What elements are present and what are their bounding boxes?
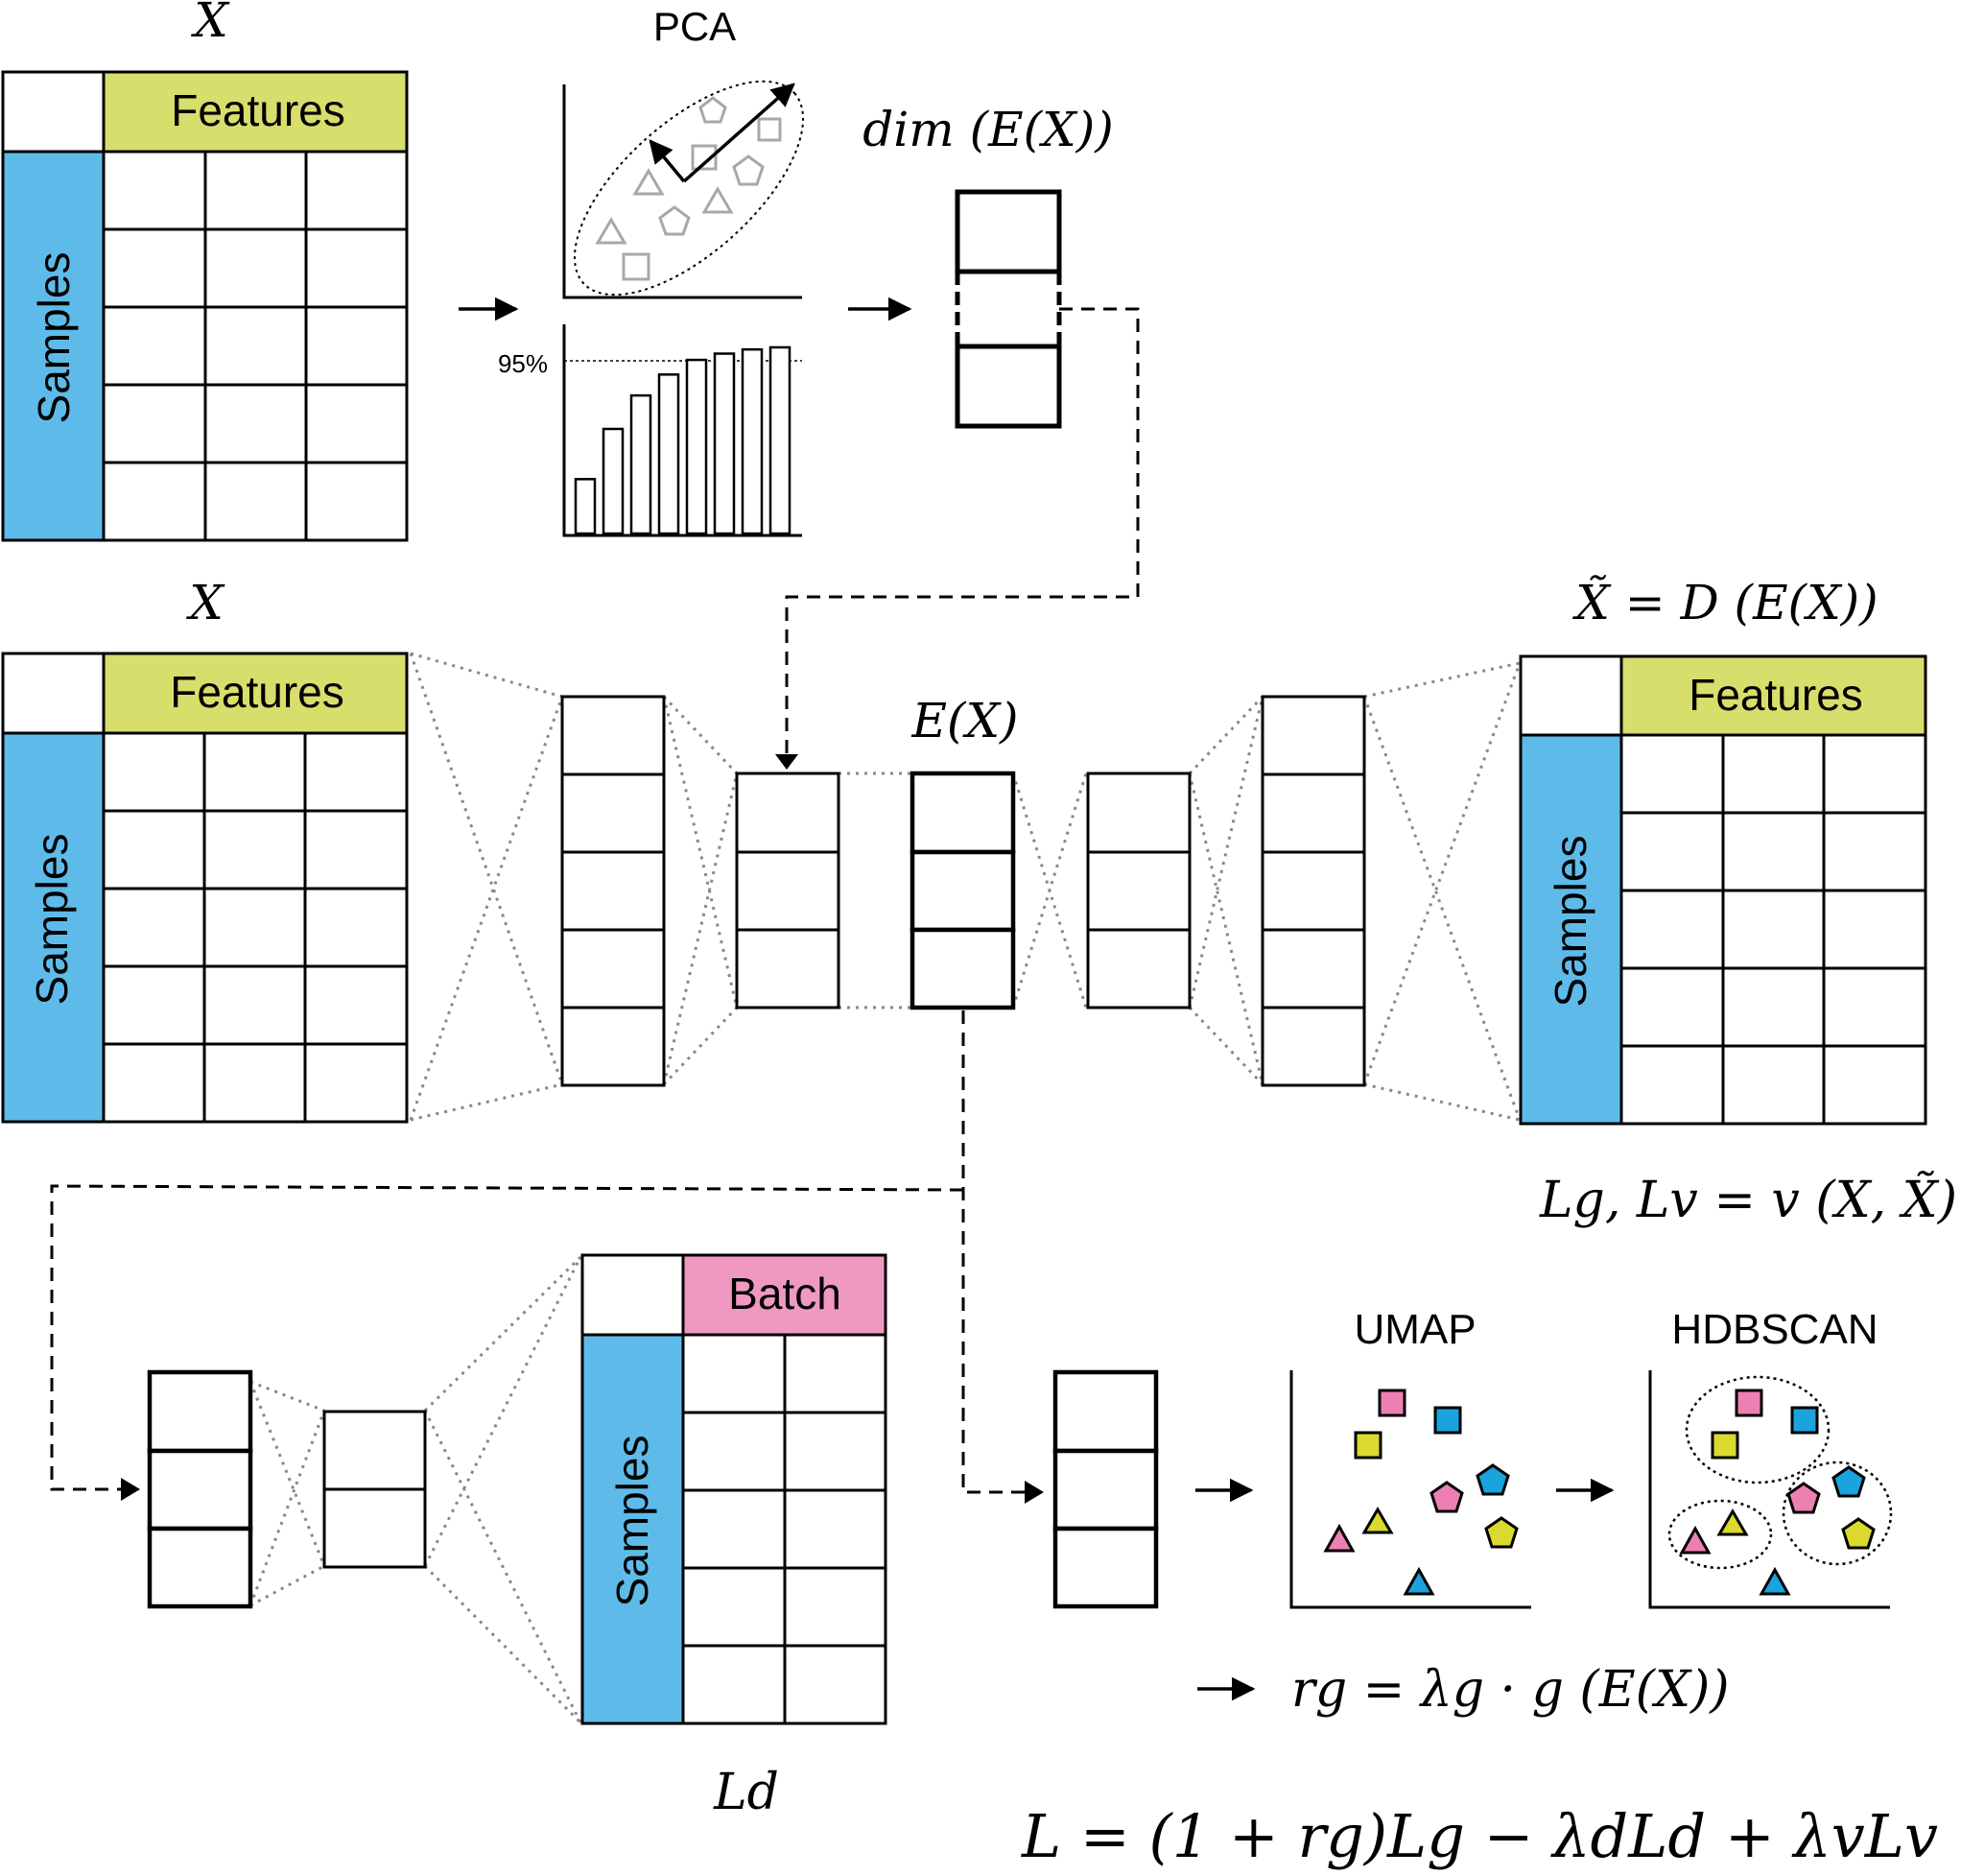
triangle-point [701, 186, 734, 214]
variance-bar [768, 345, 791, 535]
variance-bar [741, 347, 764, 535]
xtilde-label: X̃ = D (E(X)) [1571, 574, 1878, 630]
ld-label: Ld [713, 1764, 779, 1821]
latent-connectors [50, 1010, 1044, 1504]
features-header [1619, 654, 1927, 737]
x-label-top: X [190, 0, 230, 48]
input-table-mid: X Features Samples [1, 575, 409, 1124]
ex-label: E(X) [910, 693, 1018, 748]
square-point [1735, 1389, 1763, 1417]
dim-ex-label: dim (E(X)) [862, 102, 1113, 157]
pentagon-point [732, 154, 765, 186]
clustering-branch: UMAP HDBSCAN [1052, 1306, 1893, 1719]
dim-to-encoder-connector [785, 307, 1140, 756]
data-grid [1619, 733, 1927, 1126]
x-label-mid: X [185, 575, 225, 630]
latent-dim-selector: dim (E(X)) [862, 102, 1114, 429]
pentagon-point [1476, 1463, 1510, 1496]
pca-panel: PCA 95% [498, 4, 805, 537]
cumulative-variance-bars [574, 345, 791, 535]
reconstructed-table: X̃ = D (E(X)) Features Samples Lg, Lv = … [1519, 574, 1957, 1229]
discriminator-input-layer [147, 1369, 253, 1609]
square-point [1790, 1406, 1819, 1435]
threshold-label: 95% [498, 349, 548, 378]
data-grid [102, 731, 409, 1124]
encoder-layer-2 [735, 772, 840, 1009]
reconstruction-loss-label: Lg, Lv = v (X, X̃) [1539, 1171, 1957, 1229]
variance-bar [713, 352, 736, 535]
triangle-point [595, 217, 627, 245]
pentagon-point [1841, 1517, 1876, 1550]
batch-header-label: Batch [728, 1269, 841, 1318]
total-loss-label: L = (1 + rg)Lg − λdLd + λvLv [1021, 1801, 1938, 1871]
encoder-layer-1 [560, 695, 666, 1087]
triangle-point [1759, 1566, 1791, 1596]
features-header-label: Features [170, 667, 344, 717]
square-point [1354, 1431, 1382, 1460]
batch-grid [681, 1333, 887, 1725]
umap-title: UMAP [1354, 1306, 1476, 1353]
pca-ellipse [573, 80, 805, 297]
umap-points [1323, 1389, 1519, 1596]
square-point [1433, 1406, 1462, 1435]
hdbscan-title: HDBSCAN [1671, 1306, 1878, 1353]
samples-header-label: Samples [27, 834, 77, 1006]
pentagon-point [1786, 1482, 1821, 1514]
discriminator-hidden-layer [322, 1410, 427, 1569]
variance-axes [562, 324, 802, 537]
features-header-label: Features [171, 85, 345, 135]
hdbscan-axes [1648, 1370, 1890, 1609]
umap-axes [1289, 1370, 1531, 1609]
samples-header-label: Samples [607, 1436, 657, 1607]
triangle-point [1323, 1523, 1356, 1553]
square-point [1378, 1389, 1406, 1417]
decoder-layer-1 [1086, 772, 1192, 1009]
hdbscan-points [1679, 1389, 1876, 1596]
features-header [102, 70, 409, 154]
triangle-point [1403, 1566, 1435, 1596]
samples-header-label: Samples [1546, 836, 1595, 1008]
variance-bar [602, 427, 625, 535]
table-corner [1, 70, 106, 154]
batch-discriminator: Batch Samples Ld [147, 1253, 887, 1821]
pentagon-point [698, 96, 727, 124]
features-header [102, 652, 409, 735]
input-table-top: X Features Samples [1, 0, 409, 542]
decoder-layer-2 [1261, 695, 1366, 1087]
square-point [1711, 1431, 1739, 1460]
principal-axes-arrows [649, 83, 795, 183]
autoencoder-connections [409, 652, 1522, 1122]
triangle-point [632, 168, 665, 196]
pentagon-point [1484, 1516, 1519, 1549]
latent-copy [1052, 1369, 1159, 1609]
pentagon-point [1831, 1465, 1866, 1498]
pca-title: PCA [653, 4, 736, 49]
pentagon-point [1429, 1481, 1464, 1513]
samples-header [1, 150, 106, 542]
square-point [691, 144, 718, 171]
variance-bar [574, 478, 597, 535]
data-grid [102, 150, 409, 542]
samples-header-label: Samples [29, 252, 79, 424]
samples-header [1519, 733, 1623, 1126]
square-point [757, 117, 782, 142]
variance-bar [685, 358, 708, 535]
variance-bar [657, 373, 680, 535]
triangle-point [1361, 1507, 1394, 1534]
pca-points [595, 96, 782, 281]
features-header-label: Features [1689, 670, 1863, 720]
dim-to-encoder-arrowhead [775, 754, 798, 770]
variance-bar [629, 393, 652, 535]
triangle-point [1679, 1525, 1712, 1555]
rg-label: rg = λg · g (E(X)) [1291, 1661, 1730, 1719]
cluster-outlines [1667, 1375, 1893, 1570]
pentagon-point [658, 205, 691, 236]
square-point [622, 252, 650, 281]
samples-header [580, 1333, 685, 1725]
triangle-point [1716, 1508, 1749, 1536]
latent-layer: E(X) [910, 693, 1019, 1010]
pca-scatter-axes [562, 84, 802, 299]
